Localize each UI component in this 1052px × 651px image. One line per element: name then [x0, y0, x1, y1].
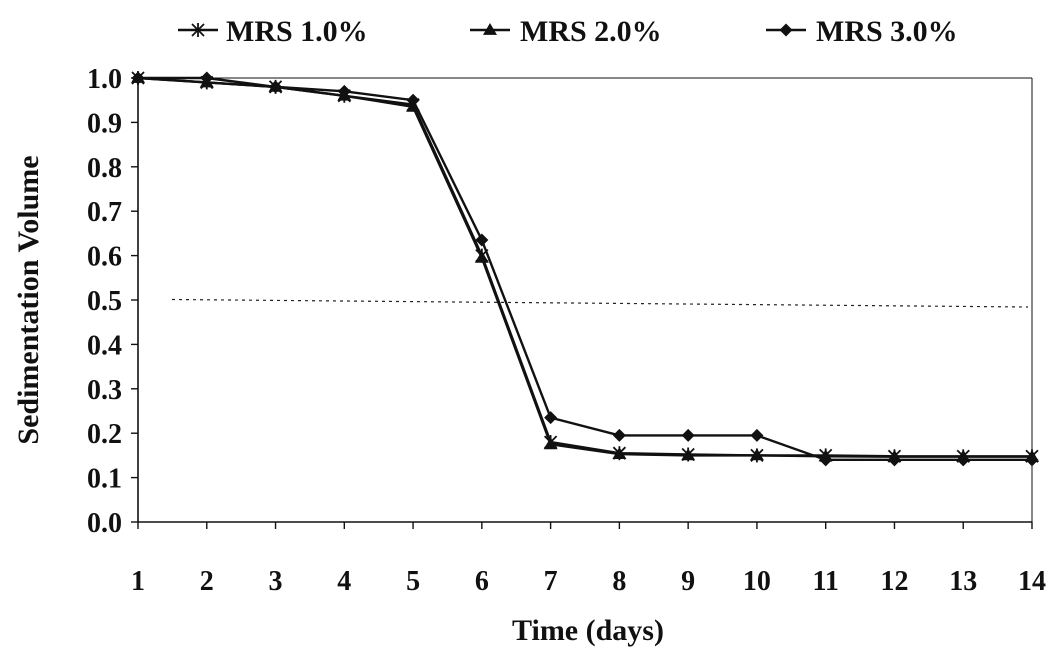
x-tick-label: 10: [743, 566, 771, 597]
x-tick-label: 1: [131, 566, 145, 597]
x-tick-label: 2: [200, 566, 214, 597]
y-tick-label: 0.6: [87, 242, 122, 273]
data-point-diamond: [200, 71, 214, 85]
data-point-diamond: [819, 453, 833, 467]
data-point-diamond: [269, 80, 283, 94]
x-tick-label: 6: [475, 566, 489, 597]
x-tick-label: 4: [337, 566, 351, 597]
data-point-triangle: [543, 437, 558, 450]
data-point-diamond: [681, 428, 695, 442]
legend-label: MRS 2.0%: [520, 15, 662, 48]
series-line-diamond: [138, 76, 1032, 462]
reference-line-group: [171, 298, 1029, 308]
data-point-diamond: [406, 93, 420, 107]
x-tick-label: 8: [612, 566, 626, 597]
x-tick-label: 14: [1018, 566, 1046, 597]
data-point-triangle: [474, 250, 489, 263]
data-point-diamond: [544, 411, 558, 425]
legend-item-diamond: MRS 3.0%: [766, 15, 958, 48]
x-tick-label: 13: [949, 566, 977, 597]
data-point-diamond: [612, 428, 626, 442]
y-tick-label: 0.5: [87, 286, 122, 317]
chart-series: [131, 71, 1039, 467]
legend-label: MRS 1.0%: [226, 15, 368, 48]
x-tick-label: 9: [681, 566, 695, 597]
y-tick-label: 0.8: [87, 153, 122, 184]
series-diamond: [131, 71, 1039, 467]
legend-item-triangle: MRS 2.0%: [470, 15, 662, 48]
y-tick-label: 1.0: [87, 64, 122, 95]
y-tick-label: 0.3: [87, 375, 122, 406]
y-tick-label: 0.7: [87, 197, 122, 228]
data-point-triangle: [681, 448, 696, 461]
x-tick-label: 11: [812, 566, 838, 597]
x-tick-label: 12: [880, 566, 908, 597]
y-tick-label: 0.1: [87, 464, 122, 495]
y-tick-label: 0.2: [87, 419, 122, 450]
legend-marker-triangle-icon: [483, 23, 497, 35]
x-tick-label: 7: [544, 566, 558, 597]
data-point-triangle: [612, 447, 627, 459]
legend-marker-diamond-icon: [779, 23, 793, 37]
y-tick-label: 0.9: [87, 108, 122, 139]
series-line-asterisk: [137, 76, 1032, 458]
x-axis-title: Time (days): [512, 614, 664, 647]
chart-axes: 0.00.10.20.30.40.50.60.70.80.91.01 2 3 4 5 6 7…: [87, 64, 1046, 597]
data-point-diamond: [131, 71, 145, 85]
y-tick-label: 0.4: [87, 330, 122, 361]
data-point-diamond: [337, 84, 351, 98]
legend-marker-asterisk-icon: [191, 23, 205, 37]
series-asterisk: [131, 71, 1039, 464]
x-tick-label: 5: [406, 566, 420, 597]
data-point-diamond: [887, 453, 901, 467]
y-axis-title: Sedimentation Volume: [12, 155, 45, 444]
data-point-diamond: [475, 233, 489, 247]
series-line-triangle: [137, 76, 1032, 458]
x-tick-label: 3: [269, 566, 283, 597]
data-point-diamond: [750, 428, 764, 442]
data-point-diamond: [1025, 453, 1039, 467]
data-point-triangle: [749, 448, 764, 461]
data-point-diamond: [956, 453, 970, 467]
y-tick-label: 0.0: [87, 508, 122, 539]
chart-legend: MRS 1.0% MRS 2.0% MRS 3.0%: [178, 15, 958, 48]
reference-line-0.5: [171, 298, 1029, 308]
legend-item-asterisk: MRS 1.0%: [178, 15, 368, 48]
series-triangle: [131, 71, 1039, 462]
legend-label: MRS 3.0%: [816, 15, 958, 48]
